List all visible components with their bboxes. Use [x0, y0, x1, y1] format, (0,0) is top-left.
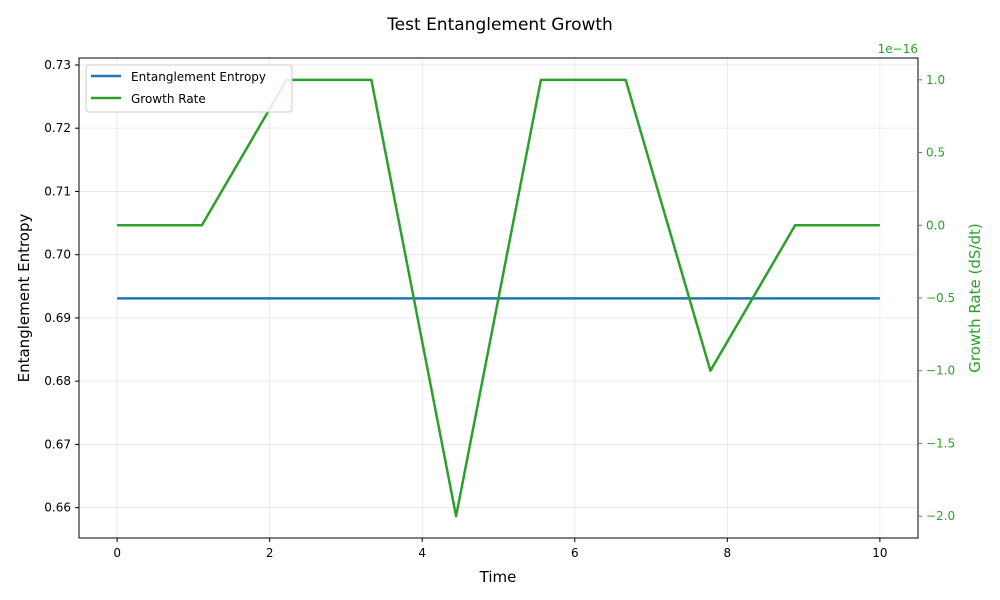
y-right-tick-label: −1.0	[926, 364, 955, 378]
legend-label-growth: Growth Rate	[131, 92, 206, 106]
x-tick-label: 6	[571, 546, 579, 560]
legend: Entanglement Entropy Growth Rate	[85, 64, 293, 113]
y-left-tick-label: 0.67	[44, 437, 71, 451]
legend-label-entropy: Entanglement Entropy	[131, 70, 266, 84]
series-layer	[117, 78, 880, 518]
x-tick-label: 4	[418, 546, 426, 560]
y-right-tick-label: 0.5	[926, 146, 945, 160]
y-right-tick-label: −2.0	[926, 509, 955, 523]
axes-layer: 0 2 4 6 8 10 0.66 0.67 0.68 0.69 0.70 0.71 0.72 0.73 −…	[44, 58, 955, 560]
right-axis-offset-label: 1e−16	[878, 42, 918, 56]
y-right-tick-label: −0.5	[926, 291, 955, 305]
y-left-tick-label: 0.72	[44, 121, 71, 135]
y-left-tick-label: 0.66	[44, 501, 71, 515]
y-right-tick-label: 0.0	[926, 218, 945, 232]
y-right-tick-label: −1.5	[926, 436, 955, 450]
legend-box	[85, 64, 293, 113]
y-axis-left-label: Entanglement Entropy	[15, 214, 33, 383]
y-left-tick-label: 0.71	[44, 184, 71, 198]
chart-title: Test Entanglement Growth	[386, 15, 613, 35]
y-left-tick-label: 0.73	[44, 58, 71, 72]
x-axis-label: Time	[479, 568, 517, 586]
y-left-tick-label: 0.69	[44, 311, 71, 325]
x-tick-label: 8	[723, 546, 731, 560]
x-tick-label: 0	[113, 546, 121, 560]
x-tick-label: 10	[872, 546, 887, 560]
y-axis-right-label: Growth Rate (dS/dt)	[966, 223, 984, 372]
y-left-tick-label: 0.68	[44, 374, 71, 388]
grid-layer	[79, 58, 918, 538]
x-tick-label: 2	[266, 546, 274, 560]
series-line-growth-rate	[117, 78, 880, 518]
y-right-tick-label: 1.0	[926, 73, 945, 87]
y-left-tick-label: 0.70	[44, 248, 71, 262]
